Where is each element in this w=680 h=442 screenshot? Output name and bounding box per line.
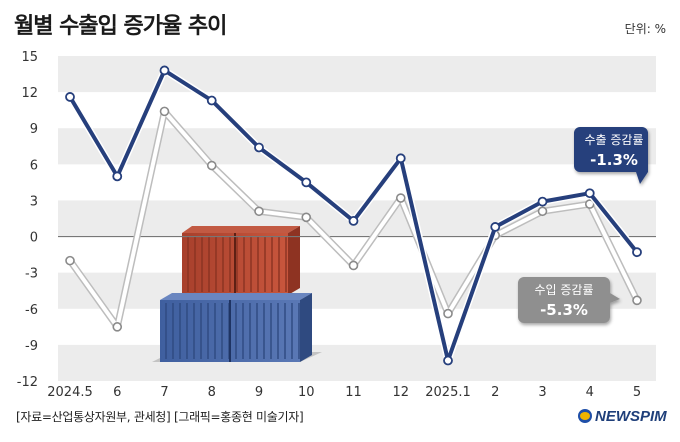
series-layer <box>65 65 642 366</box>
import-callout-box <box>518 277 620 323</box>
x-axis-ticks: 2024.5 6 7 8 9 10 11 12 2025.1 2 3 4 5 <box>47 385 641 400</box>
export-point <box>159 65 170 76</box>
y-tick-label: -3 <box>25 267 38 282</box>
y-tick-label: 6 <box>30 158 38 173</box>
import-point <box>584 199 595 209</box>
export-callout-label: 수출 증감률 <box>584 133 643 147</box>
logo-text: NEWSPIM <box>595 407 667 425</box>
x-tick-label: 2 <box>491 385 499 400</box>
x-tick-label: 7 <box>160 385 168 400</box>
import-callout: 수입 증감률 -5.3% <box>518 277 620 323</box>
x-tick-label: 4 <box>586 385 594 400</box>
import-point <box>443 308 453 319</box>
x-tick-label: 9 <box>255 385 263 400</box>
x-tick-label: 8 <box>208 385 216 400</box>
x-tick-label: 11 <box>345 385 362 400</box>
import-point <box>254 206 264 217</box>
x-tick-label: 6 <box>113 385 121 400</box>
container-illustration <box>152 226 322 362</box>
y-tick-label: -12 <box>17 375 38 390</box>
export-point <box>537 196 548 207</box>
y-tick-label: 15 <box>21 50 38 65</box>
line-chart: 15 12 9 6 3 0 -3 -6 -9 -12 2024.5 6 7 8 9 10 11 12 2025.1… <box>17 50 656 400</box>
y-axis-ticks: 15 12 9 6 3 0 -3 -6 -9 -12 <box>17 50 38 390</box>
import-point <box>537 206 548 217</box>
x-tick-label: 2025.1 <box>425 385 471 400</box>
import-point <box>65 255 75 266</box>
callouts: 수출 증감률 -1.3% 수입 증감률 -5.3% <box>518 127 648 323</box>
blue-container-side <box>300 293 312 362</box>
export-point <box>65 92 75 102</box>
import-point <box>632 295 642 306</box>
y-tick-label: 0 <box>30 231 38 246</box>
chart-title: 월별 수출입 증가율 추이 <box>14 14 227 39</box>
source-note: [자료=산업통상자원부, 관세청] [그래픽=홍종현 미술기자] <box>16 410 304 424</box>
x-tick-label: 2024.5 <box>47 385 93 400</box>
export-point <box>112 171 123 182</box>
export-point <box>632 247 642 258</box>
newspim-logo: NEWSPIM <box>578 406 667 426</box>
grid-band <box>58 56 656 93</box>
export-callout: 수출 증감률 -1.3% <box>574 127 648 184</box>
y-tick-label: 3 <box>30 194 38 209</box>
export-callout-value: -1.3% <box>590 151 638 169</box>
newspim-logo-icon <box>578 409 592 423</box>
import-point <box>112 322 123 332</box>
y-tick-label: 12 <box>21 86 38 101</box>
x-tick-label: 12 <box>392 385 409 400</box>
red-container-side <box>288 226 300 295</box>
export-point <box>254 142 264 153</box>
export-point <box>584 188 595 199</box>
export-point <box>490 222 501 232</box>
y-tick-label: 9 <box>30 122 38 137</box>
x-tick-label: 5 <box>633 385 641 400</box>
grid-band <box>58 344 656 381</box>
import-point <box>206 160 217 171</box>
import-point <box>395 193 406 203</box>
export-point <box>301 177 312 188</box>
export-point <box>348 216 359 226</box>
blue-container-top <box>160 293 312 300</box>
unit-label: 단위: % <box>624 22 666 36</box>
import-callout-label: 수입 증감률 <box>534 283 593 297</box>
import-point <box>348 260 359 271</box>
y-tick-label: -9 <box>25 339 38 354</box>
grid-band <box>58 128 656 165</box>
y-tick-label: -6 <box>25 303 38 318</box>
export-point <box>395 153 406 164</box>
import-callout-value: -5.3% <box>540 301 588 319</box>
import-point <box>159 106 170 117</box>
export-point <box>443 355 453 366</box>
export-callout-box <box>574 127 648 184</box>
export-point <box>206 95 217 106</box>
x-tick-label: 10 <box>298 385 315 400</box>
red-container-top <box>182 226 300 233</box>
import-point <box>301 212 312 223</box>
x-tick-label: 3 <box>538 385 546 400</box>
